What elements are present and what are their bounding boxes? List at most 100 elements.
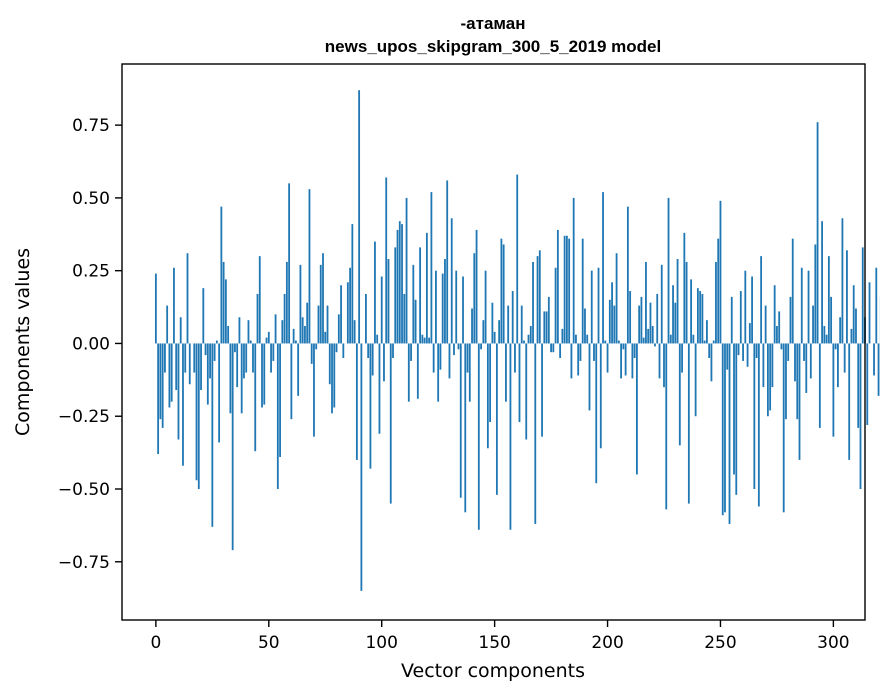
bar-76 xyxy=(326,305,329,344)
bar-35 xyxy=(234,343,236,353)
bar-265 xyxy=(753,343,756,490)
bar-88 xyxy=(353,320,356,344)
bar-123 xyxy=(432,343,435,373)
bar-140 xyxy=(471,308,473,344)
bar-102 xyxy=(385,177,388,344)
bar-170 xyxy=(538,250,541,344)
bar-302 xyxy=(837,343,839,388)
bar-227 xyxy=(667,197,670,344)
bar-131 xyxy=(450,218,453,344)
bar-289 xyxy=(807,270,810,344)
bar-164 xyxy=(525,343,528,440)
bar-275 xyxy=(776,325,778,344)
bar-49 xyxy=(265,337,268,344)
bar-104 xyxy=(389,343,392,504)
bar-290 xyxy=(809,343,812,379)
bar-220 xyxy=(651,325,654,344)
bar-40 xyxy=(245,343,248,373)
bar-180 xyxy=(561,328,564,344)
bar-60 xyxy=(290,343,293,420)
bar-86 xyxy=(349,267,351,344)
bar-137 xyxy=(464,343,467,513)
bar-182 xyxy=(565,235,568,344)
bar-169 xyxy=(536,256,539,344)
bar-30 xyxy=(222,261,225,344)
bar-72 xyxy=(317,305,320,344)
bar-74 xyxy=(322,253,324,344)
bar-174 xyxy=(547,296,550,344)
bar-195 xyxy=(595,343,598,484)
bar-68 xyxy=(308,189,311,344)
bar-186 xyxy=(575,334,577,344)
bar-206 xyxy=(620,343,622,379)
bar-260 xyxy=(742,343,744,361)
bar-249 xyxy=(717,238,720,344)
bar-134 xyxy=(457,343,460,350)
bar-112 xyxy=(407,343,410,402)
bar-303 xyxy=(839,317,842,344)
bar-269 xyxy=(762,343,765,388)
bar-71 xyxy=(315,343,318,350)
bar-97 xyxy=(374,241,376,344)
bar-109 xyxy=(401,224,403,344)
bar-28 xyxy=(218,343,221,443)
bar-29 xyxy=(220,206,223,344)
bar-163 xyxy=(523,340,525,344)
bar-295 xyxy=(821,221,823,344)
bar-281 xyxy=(789,296,792,344)
bar-21 xyxy=(202,288,205,344)
bar-31 xyxy=(224,279,227,344)
bar-53 xyxy=(274,314,277,344)
bar-277 xyxy=(780,343,783,350)
bar-122 xyxy=(430,192,433,344)
bar-3 xyxy=(161,343,164,428)
bar-159 xyxy=(514,343,516,373)
bar-212 xyxy=(633,343,636,359)
bar-193 xyxy=(590,270,593,344)
bar-189 xyxy=(581,238,584,344)
bar-66 xyxy=(304,325,306,344)
bar-61 xyxy=(292,328,295,344)
bar-187 xyxy=(577,343,580,376)
bar-10 xyxy=(177,343,180,440)
bar-89 xyxy=(355,343,358,460)
bar-204 xyxy=(615,253,618,344)
bar-138 xyxy=(466,343,469,373)
bar-116 xyxy=(416,343,419,399)
bar-276 xyxy=(778,311,781,344)
bar-263 xyxy=(748,323,751,344)
bar-34 xyxy=(231,343,234,551)
bar-178 xyxy=(556,229,559,344)
bar-113 xyxy=(410,343,412,361)
bar-308 xyxy=(850,328,853,344)
x-tick-label: 50 xyxy=(258,633,280,653)
y-tick-label: 0.75 xyxy=(72,116,110,136)
bar-208 xyxy=(624,343,627,376)
y-axis-label: Components values xyxy=(12,248,34,436)
bar-108 xyxy=(398,221,401,344)
bar-135 xyxy=(459,343,462,498)
y-tick-label: 0.25 xyxy=(72,262,110,282)
bar-67 xyxy=(306,302,309,344)
bar-248 xyxy=(715,261,717,344)
bar-151 xyxy=(495,343,498,495)
bar-145 xyxy=(482,320,485,344)
bar-142 xyxy=(475,229,478,344)
bar-235 xyxy=(685,261,688,344)
bar-177 xyxy=(554,267,557,344)
bar-107 xyxy=(396,229,399,344)
bar-184 xyxy=(570,343,573,379)
x-tick-label: 200 xyxy=(591,633,623,653)
bar-268 xyxy=(760,256,763,344)
bar-197 xyxy=(599,343,602,449)
bar-101 xyxy=(383,343,385,382)
bar-126 xyxy=(439,343,442,370)
bar-261 xyxy=(744,270,747,344)
bar-26 xyxy=(213,343,216,361)
bar-305 xyxy=(843,343,846,373)
chart-title: -атаман xyxy=(461,14,526,33)
bar-284 xyxy=(796,343,799,420)
bar-105 xyxy=(392,343,394,359)
bar-130 xyxy=(448,343,451,379)
bar-318 xyxy=(873,343,875,376)
